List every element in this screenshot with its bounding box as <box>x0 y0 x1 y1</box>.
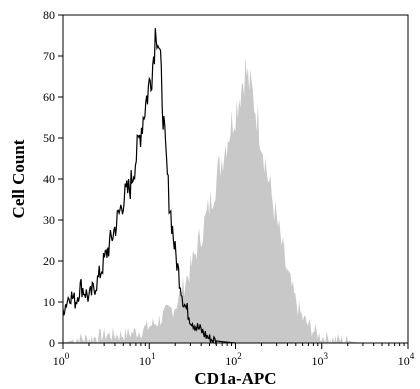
x-tick-label: 101 <box>139 351 156 368</box>
x-tick-label: 104 <box>398 351 415 368</box>
y-tick-label: 80 <box>43 8 55 22</box>
y-tick-label: 20 <box>43 254 55 268</box>
y-tick-label: 40 <box>43 172 55 186</box>
y-tick-label: 70 <box>43 49 55 63</box>
series-outline-histogram <box>62 28 236 346</box>
series-layer <box>62 28 363 346</box>
y-tick-label: 30 <box>43 213 55 227</box>
y-tick-label: 60 <box>43 90 55 104</box>
series-filled-histogram <box>63 56 363 343</box>
y-axis-title: Cell Count <box>9 139 28 218</box>
x-axis-title: CD1a-APC <box>194 369 276 388</box>
x-tick-label: 103 <box>312 351 329 368</box>
x-tick-label: 102 <box>225 351 242 368</box>
y-tick-label: 50 <box>43 131 55 145</box>
x-tick-label: 100 <box>53 351 70 368</box>
y-tick-label: 10 <box>43 295 55 309</box>
tick-layer: 0 10 20 30 40 50 60 70 80 100 101 102 103 104 <box>43 8 415 368</box>
y-tick-label: 0 <box>49 336 55 350</box>
